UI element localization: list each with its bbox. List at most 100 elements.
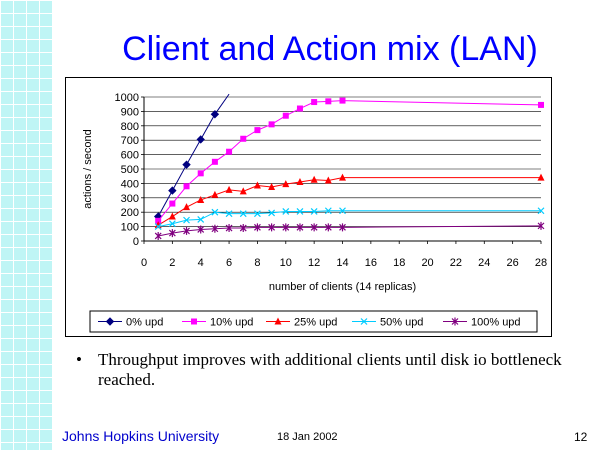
data-point [183,203,191,211]
legend-label: 100% upd [471,317,521,329]
data-point [324,207,332,215]
y-tick-label: 800 [121,121,139,133]
data-point [537,207,545,215]
y-tick-label: 500 [121,164,139,176]
data-point [239,210,247,218]
series-25-upd [154,173,545,229]
bullet-text: Throughput improves with additional clie… [98,350,562,389]
chart-container: 0 100 200 300 400 500 600 700 800 900 1000 0 2 4 6 8 10 1… [65,77,552,337]
legend-swatch-marker [274,317,282,325]
data-point [254,210,261,218]
footer-date: 18 Jan 2002 [277,431,338,443]
data-point [282,180,290,188]
x-tick-label: 24 [478,257,490,269]
data-point [296,177,304,185]
series-line [157,93,230,217]
footer-organization: Johns Hopkins University [62,428,220,444]
data-point [225,185,233,193]
data-point [282,208,290,215]
data-point [196,135,205,144]
data-point [183,226,190,235]
series-50-upd [154,207,545,231]
legend-label: 50% upd [380,317,423,329]
bullet-marker: • [76,350,82,369]
data-point [197,195,205,203]
legend-item: 0% upd [98,317,163,329]
x-tick-label: 2 [169,257,175,269]
legend-item: 10% upd [182,317,253,329]
legend-swatch-marker [191,318,197,325]
y-tick-label: 1000 [115,92,139,104]
legend-swatch-marker [360,318,368,325]
data-point [325,98,332,105]
legend-box [89,310,538,333]
x-tick-label: 0 [141,257,147,269]
data-point [254,223,261,232]
data-point [538,101,544,108]
data-point [310,208,318,215]
data-point [239,187,247,195]
data-point [324,176,332,184]
x-tick-label: 18 [393,257,405,269]
legend-label: 25% upd [294,317,337,329]
data-point [211,224,219,233]
y-tick-label: 300 [121,193,139,205]
data-point [537,221,545,230]
data-point [211,208,219,216]
y-tick-label: 0 [133,236,139,248]
data-point [282,112,289,119]
data-point [154,231,162,240]
data-point [168,186,177,195]
y-tick-label: 200 [121,207,139,219]
data-point [183,183,190,190]
data-point [253,181,261,189]
data-point [254,127,261,134]
data-point [155,217,162,224]
legend-swatch-marker [451,317,459,326]
x-tick-label: 28 [535,257,547,269]
x-tick-label: 12 [308,257,320,269]
data-point [296,208,304,215]
x-tick-label: 8 [254,257,260,269]
data-point [310,175,318,183]
data-point [339,223,346,232]
data-point [169,200,176,207]
data-point [268,121,275,128]
data-point [211,190,219,198]
data-point [226,148,233,155]
data-point [168,229,176,238]
data-point [339,207,346,215]
x-tick-label: 10 [280,257,292,269]
y-axis-label: actions / second [82,129,94,209]
x-tick-label: 22 [450,257,462,269]
footer-page-number: 12 [574,430,588,444]
y-tick-label: 700 [121,135,139,147]
y-tick-label: 400 [121,178,139,190]
data-point [268,223,276,232]
legend-item: 25% upd [266,317,337,329]
data-point [311,99,318,106]
x-tick-label: 26 [507,257,519,269]
data-point [210,110,220,119]
series-10-upd [155,97,544,224]
data-point [197,170,204,177]
y-tick-label: 100 [121,222,139,234]
data-point [537,173,545,181]
decorative-grid-strip [0,0,52,450]
data-point [339,173,346,181]
data-point [197,225,205,234]
series-100-upd [154,221,545,240]
data-point [268,209,276,217]
data-point [268,183,276,190]
data-point [282,223,290,232]
data-point [183,216,190,224]
x-axis-label: number of clients (14 replicas) [269,281,416,293]
data-point [324,223,332,232]
data-point [310,223,318,232]
legend-label: 10% upd [210,317,253,329]
data-point [182,160,191,169]
x-tick-label: 14 [336,257,348,269]
y-tick-label: 900 [121,106,139,118]
legend-label: 0% upd [126,317,163,329]
